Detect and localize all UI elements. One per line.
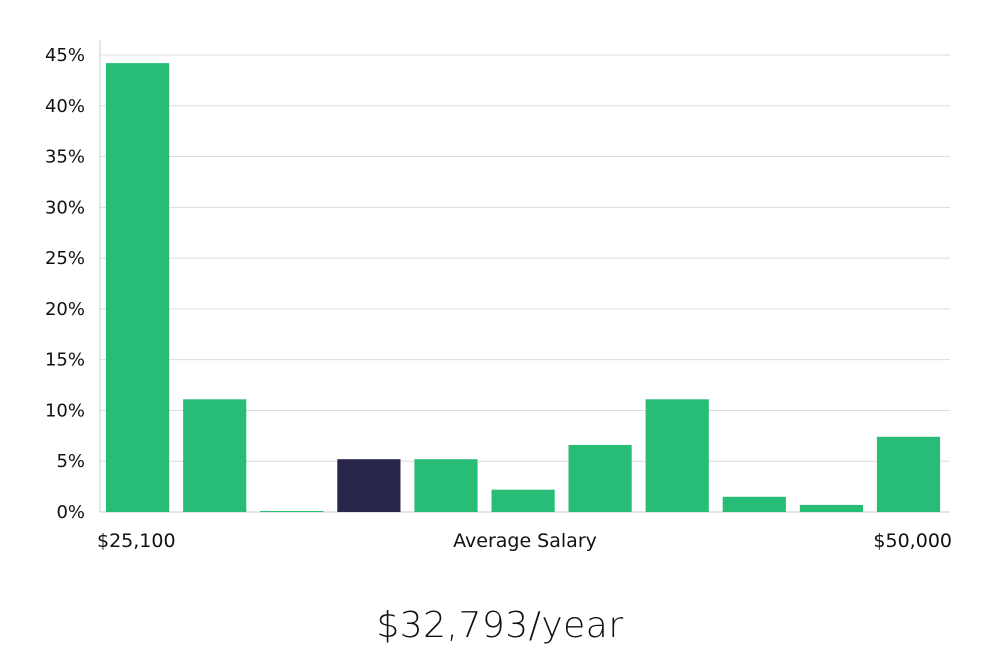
y-tick-label: 0% bbox=[56, 502, 85, 523]
y-tick-label: 40% bbox=[45, 96, 85, 117]
bar bbox=[260, 511, 324, 512]
y-tick-label: 25% bbox=[45, 248, 85, 269]
bar bbox=[645, 399, 709, 512]
bar bbox=[183, 399, 247, 512]
y-tick-label: 35% bbox=[45, 147, 85, 168]
bar bbox=[876, 436, 941, 512]
bar bbox=[568, 445, 632, 512]
average-salary-value: $32,793/year bbox=[376, 605, 624, 646]
bar bbox=[106, 63, 170, 512]
y-tick-label: 15% bbox=[45, 350, 85, 371]
bar bbox=[491, 489, 555, 512]
y-tick-label: 10% bbox=[45, 400, 85, 421]
bar bbox=[799, 504, 863, 512]
bar bbox=[722, 496, 786, 512]
salary-histogram: 0% 5% 10% 15% 20% 25% 30% 35% 40% 45% $25,100 Ave… bbox=[45, 40, 952, 552]
bar-highlighted bbox=[337, 459, 401, 512]
bars bbox=[106, 63, 941, 512]
bar bbox=[414, 459, 478, 512]
x-end-label: $50,000 bbox=[873, 530, 952, 552]
y-tick-label: 45% bbox=[45, 45, 85, 66]
y-tick-label: 30% bbox=[45, 197, 85, 218]
y-tick-label: 20% bbox=[45, 299, 85, 320]
y-tick-label: 5% bbox=[56, 451, 85, 472]
y-tick-labels: 0% 5% 10% 15% 20% 25% 30% 35% 40% 45% bbox=[45, 45, 85, 523]
x-axis-title: Average Salary bbox=[453, 530, 597, 552]
x-start-label: $25,100 bbox=[97, 530, 176, 552]
